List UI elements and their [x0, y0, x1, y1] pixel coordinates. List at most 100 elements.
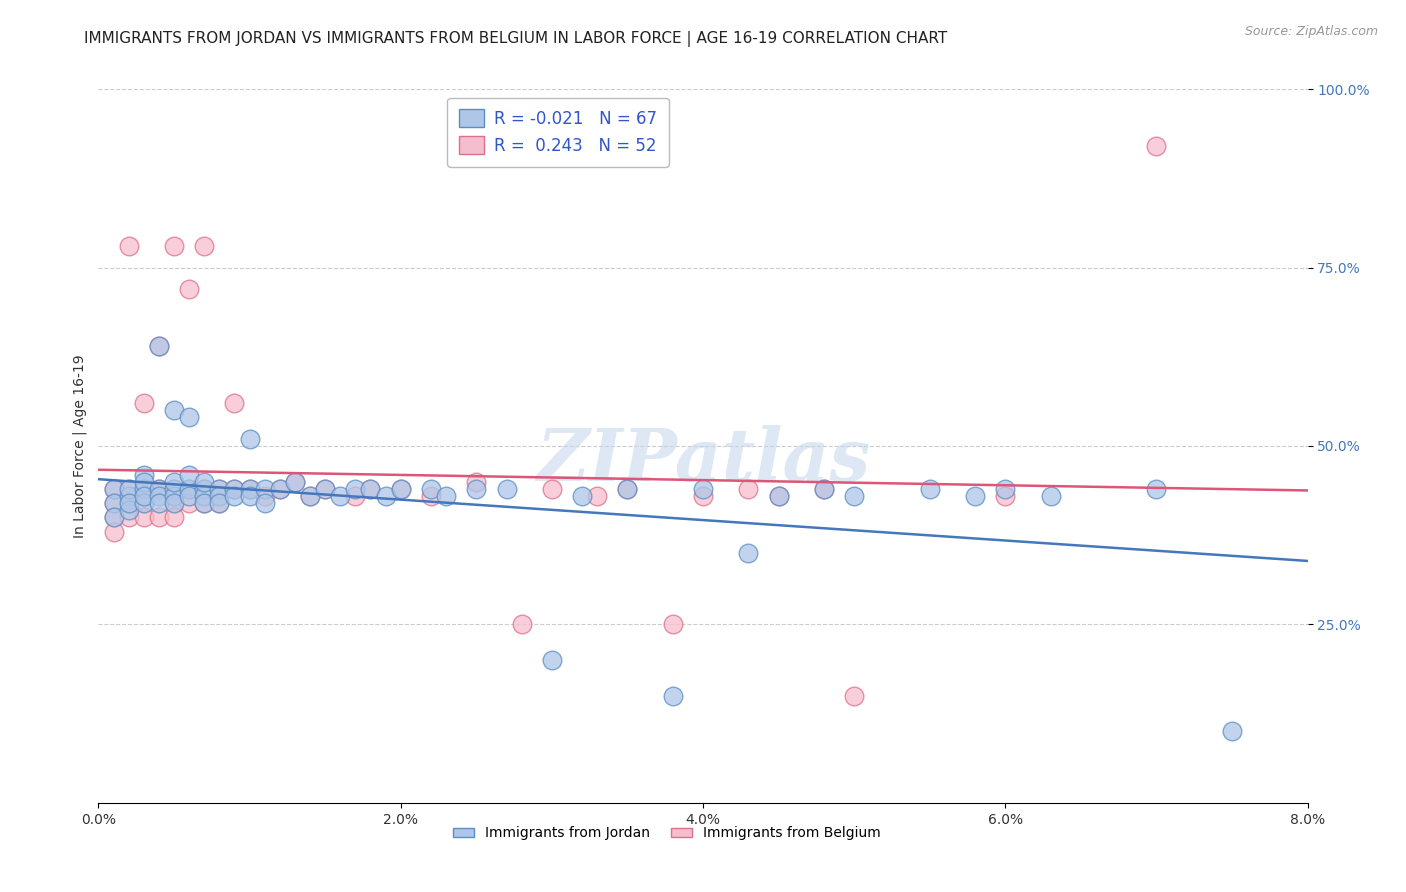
Text: IMMIGRANTS FROM JORDAN VS IMMIGRANTS FROM BELGIUM IN LABOR FORCE | AGE 16-19 COR: IMMIGRANTS FROM JORDAN VS IMMIGRANTS FRO…: [84, 31, 948, 47]
Point: [163, 489, 186, 503]
Point: [163, 403, 186, 417]
Point: [132, 496, 155, 510]
Point: [132, 510, 155, 524]
Point: [179, 467, 201, 482]
Point: [179, 282, 201, 296]
Point: [586, 489, 609, 503]
Point: [661, 617, 683, 632]
Point: [148, 339, 170, 353]
Point: [132, 482, 155, 496]
Point: [132, 489, 155, 503]
Point: [179, 410, 201, 425]
Point: [163, 482, 186, 496]
Point: [193, 482, 215, 496]
Point: [284, 475, 307, 489]
Point: [768, 489, 790, 503]
Point: [103, 510, 125, 524]
Point: [844, 489, 866, 503]
Point: [737, 482, 759, 496]
Point: [1220, 724, 1243, 739]
Point: [374, 489, 396, 503]
Point: [314, 482, 336, 496]
Point: [103, 524, 125, 539]
Point: [389, 482, 412, 496]
Point: [1146, 139, 1168, 153]
Point: [314, 482, 336, 496]
Point: [132, 467, 155, 482]
Point: [239, 482, 262, 496]
Point: [768, 489, 790, 503]
Point: [994, 489, 1017, 503]
Point: [540, 653, 562, 667]
Point: [118, 496, 141, 510]
Point: [239, 489, 262, 503]
Point: [465, 475, 488, 489]
Point: [208, 482, 231, 496]
Point: [148, 482, 170, 496]
Point: [692, 482, 714, 496]
Point: [179, 482, 201, 496]
Legend: Immigrants from Jordan, Immigrants from Belgium: Immigrants from Jordan, Immigrants from …: [447, 821, 886, 846]
Point: [965, 489, 987, 503]
Point: [118, 482, 141, 496]
Point: [208, 496, 231, 510]
Point: [661, 689, 683, 703]
Point: [193, 239, 215, 253]
Point: [193, 496, 215, 510]
Point: [193, 489, 215, 503]
Point: [103, 496, 125, 510]
Text: Source: ZipAtlas.com: Source: ZipAtlas.com: [1244, 25, 1378, 38]
Point: [420, 489, 443, 503]
Point: [329, 489, 352, 503]
Point: [118, 482, 141, 496]
Point: [179, 482, 201, 496]
Point: [269, 482, 291, 496]
Point: [360, 482, 382, 496]
Point: [118, 496, 141, 510]
Point: [495, 482, 517, 496]
Point: [344, 482, 367, 496]
Point: [148, 339, 170, 353]
Point: [1146, 482, 1168, 496]
Point: [344, 489, 367, 503]
Point: [179, 496, 201, 510]
Point: [163, 482, 186, 496]
Point: [239, 482, 262, 496]
Point: [813, 482, 835, 496]
Point: [284, 475, 307, 489]
Point: [224, 396, 246, 410]
Point: [103, 482, 125, 496]
Point: [994, 482, 1017, 496]
Point: [118, 510, 141, 524]
Point: [540, 482, 562, 496]
Point: [208, 489, 231, 503]
Point: [118, 489, 141, 503]
Point: [132, 475, 155, 489]
Point: [163, 510, 186, 524]
Point: [299, 489, 322, 503]
Point: [813, 482, 835, 496]
Point: [148, 482, 170, 496]
Point: [510, 617, 533, 632]
Point: [103, 482, 125, 496]
Point: [389, 482, 412, 496]
Point: [208, 496, 231, 510]
Point: [465, 482, 488, 496]
Point: [208, 482, 231, 496]
Point: [132, 396, 155, 410]
Point: [193, 496, 215, 510]
Point: [616, 482, 638, 496]
Point: [179, 489, 201, 503]
Point: [737, 546, 759, 560]
Point: [132, 496, 155, 510]
Point: [103, 510, 125, 524]
Point: [692, 489, 714, 503]
Point: [253, 496, 276, 510]
Point: [420, 482, 443, 496]
Point: [103, 496, 125, 510]
Point: [299, 489, 322, 503]
Point: [148, 489, 170, 503]
Point: [1039, 489, 1062, 503]
Point: [253, 489, 276, 503]
Point: [571, 489, 593, 503]
